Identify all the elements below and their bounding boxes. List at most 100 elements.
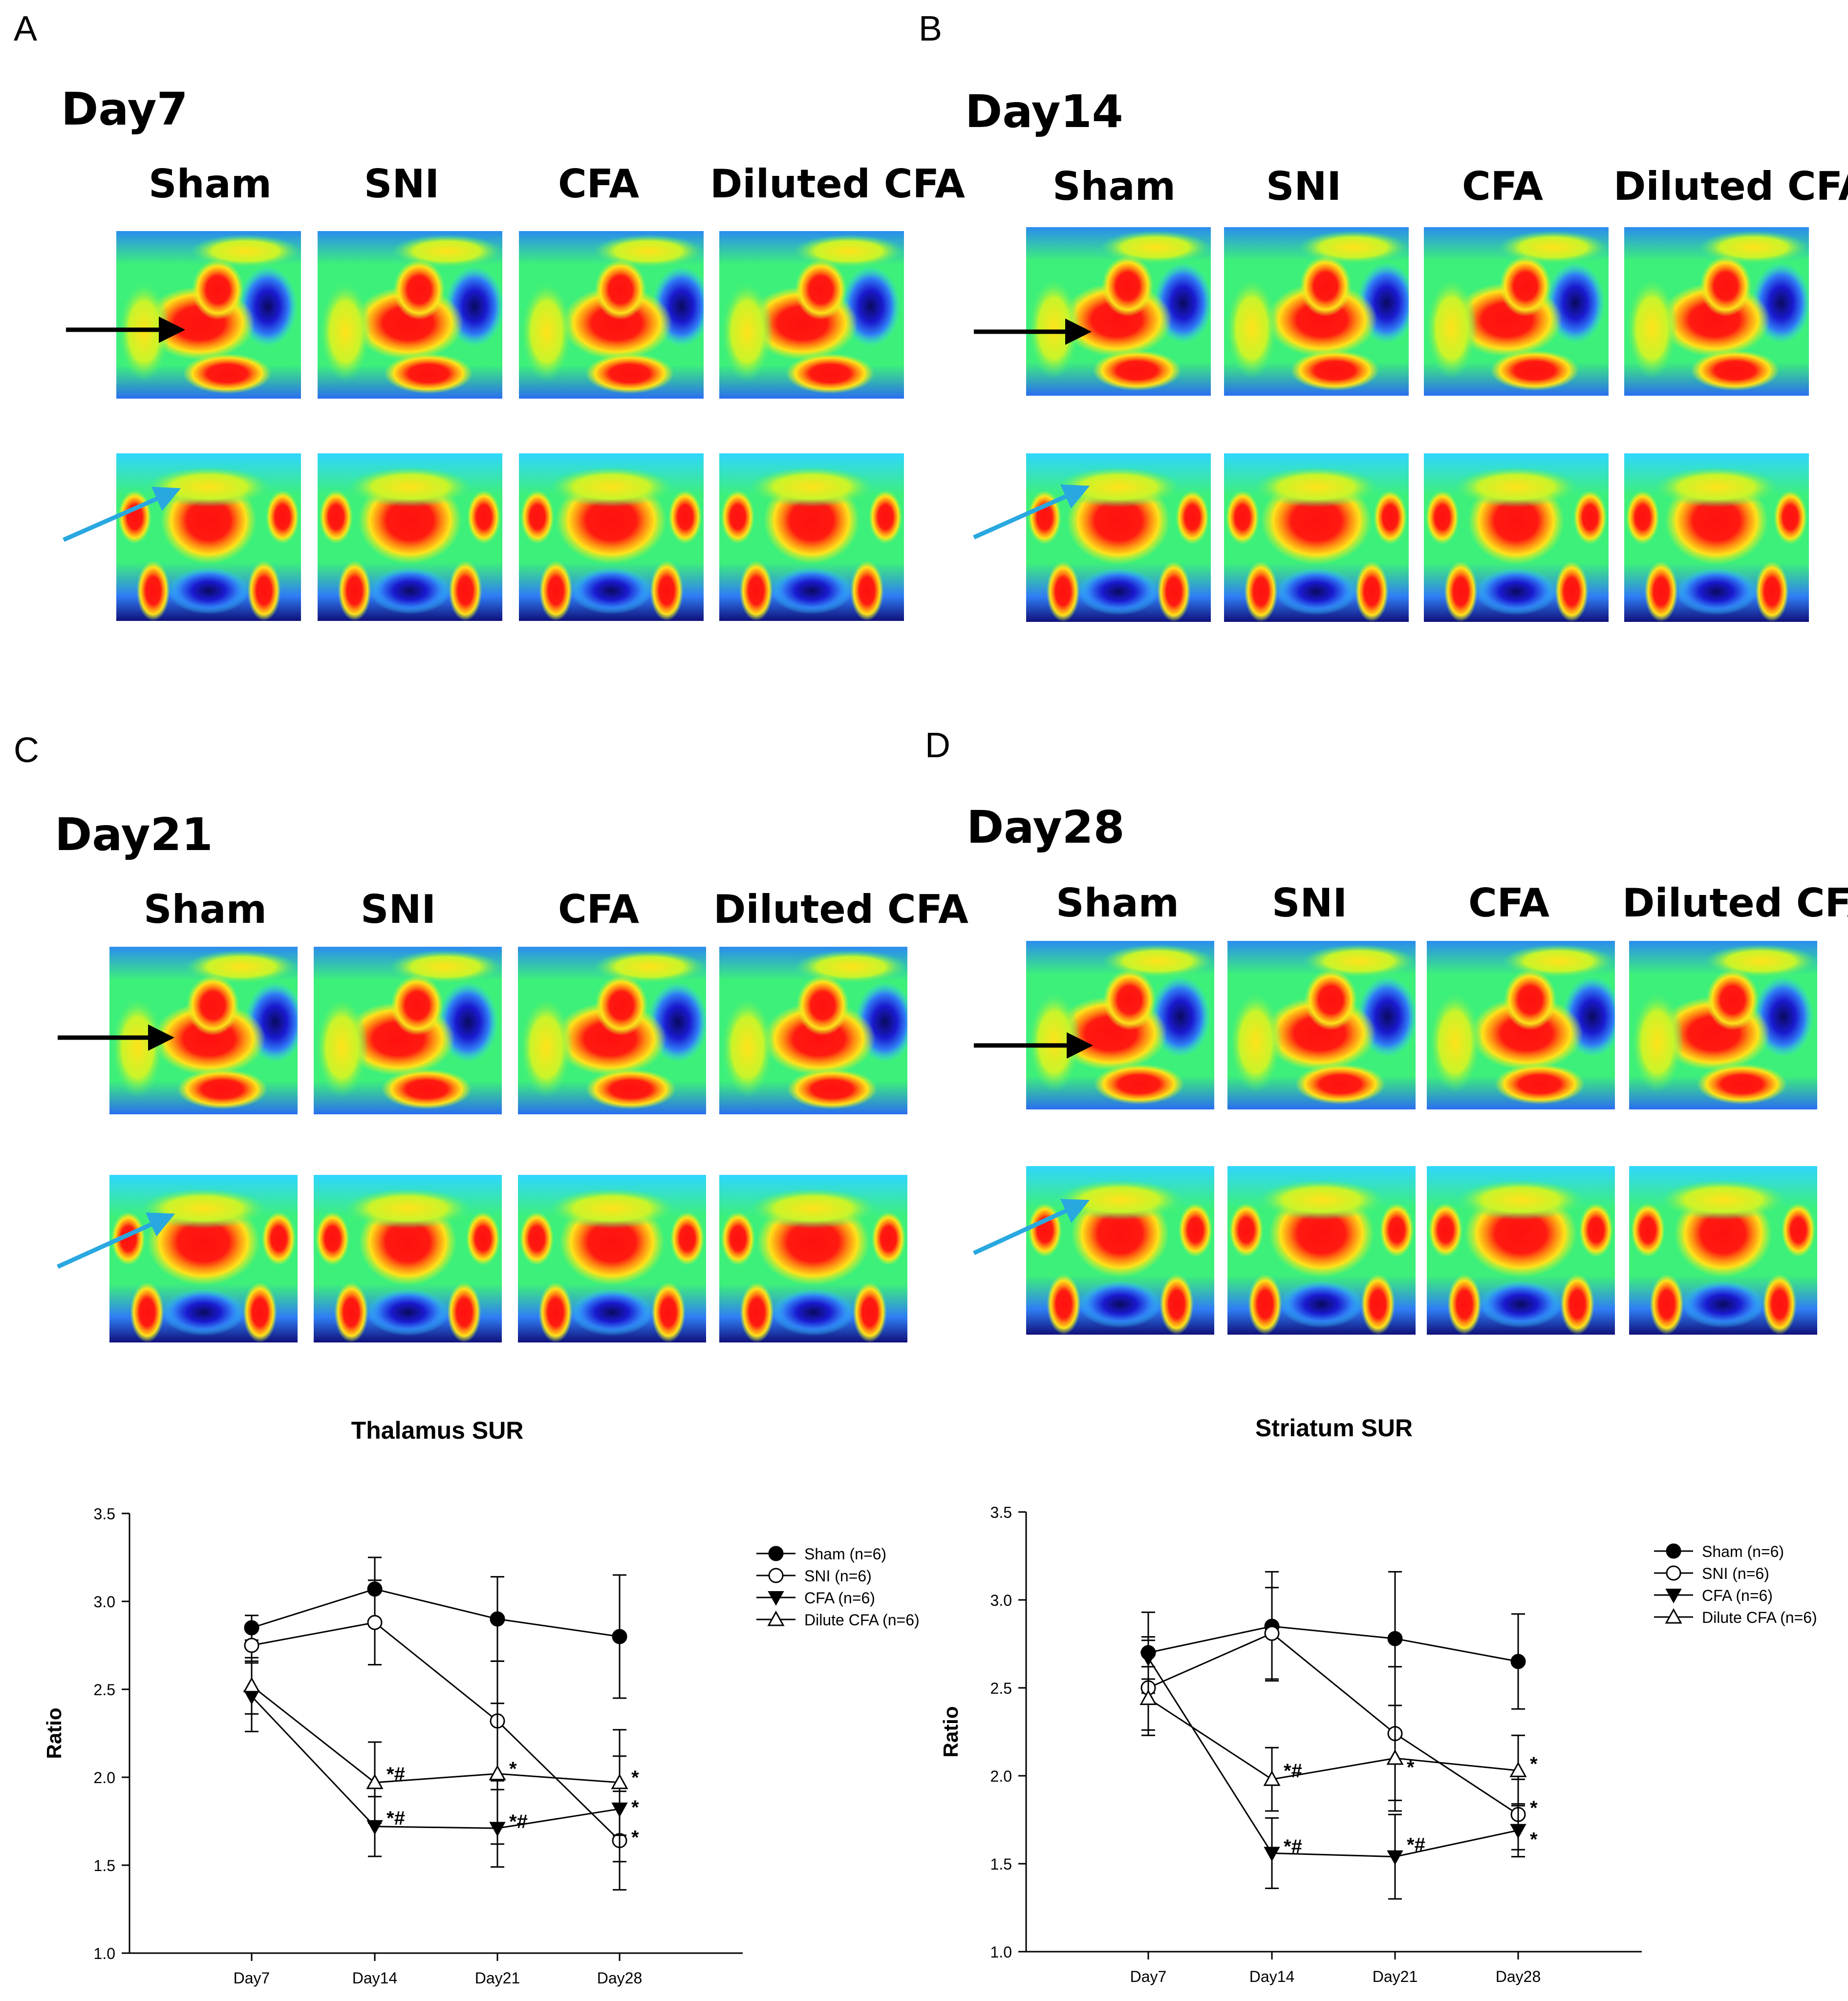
pet-image-c-coronal-diluted-cfa bbox=[719, 1175, 907, 1342]
panel-c-day-title: Day21 bbox=[55, 809, 213, 861]
thalamus-series-line-3 bbox=[251, 1685, 620, 1784]
panel-label-b: B bbox=[919, 9, 943, 48]
striatum-y-tick-label: 3.5 bbox=[990, 1504, 1012, 1521]
striatum-significance-mark: *# bbox=[1407, 1834, 1425, 1855]
striatum-x-tick-label: Day7 bbox=[1130, 1968, 1167, 1985]
panel-a-day-title: Day7 bbox=[61, 83, 188, 135]
pet-image-c-sagittal-cfa bbox=[518, 947, 706, 1114]
pet-image-c-coronal-sni bbox=[314, 1175, 502, 1342]
thalamus-data-point bbox=[490, 1611, 505, 1627]
panel-label-c: C bbox=[14, 731, 39, 770]
thalamus-x-tick-label: Day7 bbox=[234, 1969, 270, 1987]
panel-label-a: A bbox=[14, 9, 38, 48]
striatum-data-point bbox=[1387, 1631, 1403, 1646]
pet-image-d-coronal-sni bbox=[1227, 1166, 1416, 1335]
pet-image-b-coronal-cfa bbox=[1424, 453, 1609, 622]
striatum-series-line-2 bbox=[1147, 1657, 1519, 1858]
striatum-x-tick-label: Day14 bbox=[1249, 1968, 1295, 1985]
panel-b-condition-cfa: CFA bbox=[1461, 164, 1544, 209]
striatum-significance-mark: * bbox=[1530, 1797, 1538, 1819]
thalamus-legend-marker bbox=[767, 1610, 785, 1626]
striatum-series-line-3 bbox=[1148, 1698, 1519, 1780]
thalamus-y-tick-label: 3.5 bbox=[94, 1505, 115, 1523]
pet-image-a-sagittal-cfa bbox=[519, 231, 704, 399]
thalamus-legend-label: CFA (n=6) bbox=[804, 1589, 875, 1607]
panel-d-day-title: Day28 bbox=[967, 801, 1125, 853]
striatum-data-point bbox=[1386, 1749, 1404, 1765]
thalamus-legend-label: Dilute CFA (n=6) bbox=[804, 1611, 920, 1629]
pet-image-c-sagittal-sni bbox=[314, 947, 502, 1114]
thalamus-legend-label: Sham (n=6) bbox=[804, 1545, 886, 1563]
thalamus-x-tick-label: Day21 bbox=[475, 1969, 520, 1987]
thalamus-x-tick-label: Day28 bbox=[597, 1969, 643, 1987]
striatum-legend-marker bbox=[1665, 1589, 1682, 1604]
pet-image-d-sagittal-sni bbox=[1227, 941, 1416, 1109]
panel-b-condition-diluted-cfa: Diluted CFA bbox=[1613, 164, 1848, 209]
panel-a-condition-sni: SNI bbox=[364, 161, 440, 207]
thalamus-data-point bbox=[366, 1773, 384, 1789]
striatum-series-line-0 bbox=[1148, 1625, 1519, 1662]
thalamus-legend-label: SNI (n=6) bbox=[804, 1567, 872, 1585]
thalamus-data-point bbox=[489, 1765, 506, 1781]
striatum-legend-marker bbox=[1666, 1565, 1681, 1581]
thalamus-y-tick-label: 3.0 bbox=[94, 1593, 115, 1611]
striatum-y-tick-label: 1.0 bbox=[990, 1943, 1012, 1961]
thalamus-significance-mark: * bbox=[631, 1827, 639, 1848]
panel-c-condition-sni: SNI bbox=[360, 887, 436, 932]
striatum-data-point bbox=[1263, 1770, 1281, 1786]
thalamus-significance-mark: *# bbox=[509, 1811, 528, 1832]
pet-image-b-sagittal-diluted-cfa bbox=[1624, 227, 1809, 396]
striatum-significance-mark: * bbox=[1530, 1829, 1538, 1851]
pet-image-a-sagittal-sni bbox=[318, 231, 502, 399]
thalamus-significance-mark: * bbox=[509, 1758, 517, 1780]
striatum-legend-label: CFA (n=6) bbox=[1702, 1587, 1773, 1604]
panel-a-condition-cfa: CFA bbox=[558, 161, 640, 207]
pet-image-c-sagittal-diluted-cfa bbox=[719, 947, 907, 1114]
striatum-series-line-1 bbox=[1148, 1632, 1519, 1815]
pet-image-a-coronal-diluted-cfa bbox=[719, 453, 904, 621]
thalamus-chart-title: Thalamus SUR bbox=[351, 1417, 524, 1444]
panel-d-condition-cfa: CFA bbox=[1468, 880, 1550, 926]
panel-label-d: D bbox=[925, 726, 950, 765]
pet-image-c-coronal-cfa bbox=[518, 1175, 706, 1342]
striatum-significance-mark: *# bbox=[1284, 1836, 1302, 1857]
thalamus-legend-marker bbox=[768, 1568, 784, 1583]
pet-image-d-coronal-sham bbox=[1026, 1166, 1214, 1335]
striatum-significance-mark: *# bbox=[1284, 1760, 1302, 1782]
panel-b-condition-sham: Sham bbox=[1053, 164, 1176, 209]
thalamus-series-line-2 bbox=[251, 1696, 620, 1829]
thalamus-y-tick-label: 2.5 bbox=[94, 1681, 115, 1699]
pet-image-d-sagittal-sham bbox=[1026, 941, 1214, 1109]
thalamus-significance-mark: * bbox=[631, 1767, 639, 1788]
thalamus-y-tick-label: 1.5 bbox=[94, 1857, 115, 1874]
pet-image-d-coronal-diluted-cfa bbox=[1629, 1166, 1817, 1335]
panel-c-condition-cfa: CFA bbox=[558, 887, 640, 932]
panel-c-condition-sham: Sham bbox=[144, 887, 267, 932]
striatum-legend-marker bbox=[1665, 1608, 1682, 1624]
thalamus-x-tick-label: Day14 bbox=[352, 1969, 398, 1987]
striatum-data-point bbox=[1139, 1689, 1157, 1705]
striatum-legend-label: Dilute CFA (n=6) bbox=[1702, 1609, 1817, 1626]
striatum-data-point bbox=[1140, 1651, 1157, 1666]
striatum-y-tick-label: 2.5 bbox=[990, 1680, 1012, 1697]
striatum-data-point bbox=[1264, 1625, 1280, 1641]
panel-a-condition-sham: Sham bbox=[149, 161, 272, 207]
pet-image-a-coronal-sni bbox=[318, 453, 502, 621]
thalamus-data-point bbox=[367, 1615, 383, 1630]
pet-image-b-sagittal-sni bbox=[1224, 227, 1409, 396]
thalamus-y-tick-label: 1.0 bbox=[94, 1945, 115, 1962]
striatum-y-axis-label: Ratio bbox=[939, 1706, 962, 1758]
panel-b-condition-sni: SNI bbox=[1266, 164, 1342, 209]
thalamus-series-line-1 bbox=[251, 1621, 621, 1841]
striatum-x-tick-label: Day28 bbox=[1496, 1968, 1541, 1985]
striatum-y-tick-label: 3.0 bbox=[990, 1592, 1012, 1609]
thalamus-data-point bbox=[611, 1773, 628, 1789]
panel-d-condition-diluted-cfa: Diluted CFA bbox=[1622, 880, 1848, 926]
thalamus-legend-marker bbox=[768, 1546, 784, 1561]
pet-image-a-sagittal-diluted-cfa bbox=[719, 231, 904, 399]
panel-d-condition-sham: Sham bbox=[1056, 880, 1179, 926]
striatum-x-tick-label: Day21 bbox=[1373, 1968, 1418, 1985]
thalamus-significance-mark: *# bbox=[387, 1808, 405, 1829]
striatum-data-point bbox=[1509, 1762, 1527, 1777]
